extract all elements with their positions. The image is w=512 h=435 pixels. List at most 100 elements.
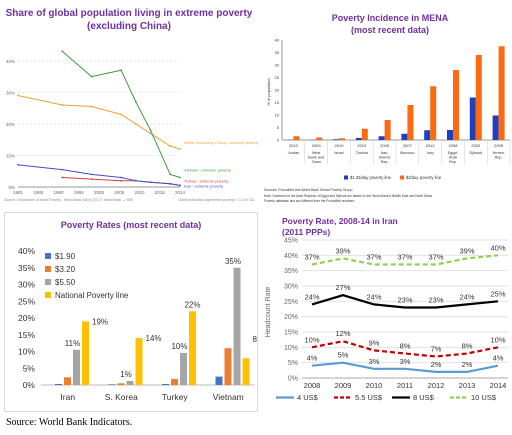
chart1-point bbox=[149, 129, 152, 132]
chart-mena-poverty-incidence: Poverty Incidence in MENA (most recent da… bbox=[262, 0, 512, 210]
chart4-data-label: 4% bbox=[307, 354, 318, 363]
chart3-legend-label: $3.20 bbox=[55, 265, 76, 274]
chart3-bar bbox=[64, 377, 71, 385]
chart2-category-name: West bbox=[312, 151, 322, 155]
chart4-xtick: 2014 bbox=[490, 381, 507, 390]
chart4-data-label: 37% bbox=[428, 253, 443, 262]
chart2-bar bbox=[447, 130, 453, 140]
chart2-note-line1: Note: Numbers for the Arab Republic of E… bbox=[264, 194, 432, 198]
source-note: Source: World Bank Indicators. bbox=[6, 417, 133, 428]
chart4-ytick: 0% bbox=[288, 376, 298, 383]
chart4-data-label: 8% bbox=[400, 341, 411, 350]
chart2-category-name: Bank and bbox=[308, 156, 324, 160]
chart3-ytick: 10% bbox=[18, 347, 35, 357]
chart1-point bbox=[120, 179, 122, 182]
chart3-legend-swatch bbox=[45, 253, 51, 259]
chart2-ytick: 25 bbox=[275, 75, 280, 80]
chart3-bar bbox=[233, 267, 241, 385]
chart1-point bbox=[61, 168, 64, 171]
chart4-data-label: 37% bbox=[366, 253, 381, 262]
chart2-category-year: 2005 bbox=[380, 143, 390, 148]
chart1-credit: OurWorldInData.org/extreme-poverty/ • CC… bbox=[179, 198, 255, 202]
chart1-ytick: 10% bbox=[6, 153, 15, 158]
chart1-series-line bbox=[17, 95, 181, 150]
chart2-legend-label: $1.25/day poverty line bbox=[350, 175, 392, 180]
chart2-bar bbox=[384, 120, 391, 140]
chart1-series-line bbox=[17, 164, 181, 186]
chart2-ytick: 10 bbox=[275, 113, 280, 118]
chart4-data-label: 10% bbox=[490, 335, 505, 344]
chart3-legend-label: National Poverty line bbox=[55, 291, 129, 300]
chart2-category-name: Israel bbox=[334, 151, 343, 155]
chart1-series-label: Vietnam - extreme poverty bbox=[184, 168, 231, 173]
chart2-bar bbox=[498, 46, 505, 140]
chart1-point bbox=[149, 181, 152, 184]
chart1-point bbox=[61, 50, 64, 53]
chart1-point bbox=[149, 132, 152, 135]
chart2-subtitle: (most recent data) bbox=[351, 25, 429, 35]
chart2-category-name: Gaza bbox=[312, 160, 322, 164]
chart4-data-label: 5% bbox=[338, 351, 349, 360]
chart4-data-label: 10% bbox=[304, 335, 319, 344]
chart2-category-name: Yemen, bbox=[492, 151, 505, 155]
chart2-bar bbox=[453, 70, 459, 140]
chart1-ytick: 20% bbox=[6, 122, 15, 127]
chart2-ytick: 35 bbox=[275, 50, 280, 55]
chart4-ytick: 25% bbox=[284, 299, 298, 306]
chart2-category-year: 2012 bbox=[426, 143, 436, 148]
chart4-data-label: 9% bbox=[369, 338, 380, 347]
chart1-xtick: 2010 bbox=[134, 190, 145, 195]
chart4-xtick: 2010 bbox=[366, 381, 383, 390]
chart4-xtick: 2009 bbox=[335, 381, 352, 390]
chart4-subtitle: (2011 PPPs) bbox=[282, 227, 330, 237]
chart4-ytick: 5% bbox=[288, 360, 298, 367]
chart3-legend-label: $5.50 bbox=[55, 278, 76, 287]
chart2-bar bbox=[355, 138, 362, 140]
chart2-bar bbox=[424, 130, 431, 140]
chart1-point bbox=[90, 75, 93, 78]
chart4-title: Poverty Rate, 2008-14 in Iran bbox=[282, 216, 398, 226]
chart2-legend-swatch bbox=[400, 175, 404, 180]
chart3-data-label: 8% bbox=[253, 335, 258, 344]
chart1-xtick: 1981 bbox=[13, 190, 24, 195]
chart3-data-label: 35% bbox=[225, 257, 241, 266]
chart3-ytick: 35% bbox=[18, 263, 35, 273]
chart2-title: Poverty Incidence in MENA bbox=[332, 13, 449, 23]
chart3-bar bbox=[242, 358, 250, 385]
chart1-xtick: 1990 bbox=[53, 190, 64, 195]
chart2-category-name: Rep. bbox=[449, 160, 457, 164]
chart1-point bbox=[90, 105, 93, 108]
chart3-data-label: 10% bbox=[171, 342, 187, 351]
chart3-title: Poverty Rates (most recent data) bbox=[61, 220, 202, 230]
chart2-bar bbox=[378, 136, 385, 140]
chart2-ytick: 30 bbox=[275, 63, 280, 68]
chart2-ytick: 20 bbox=[275, 88, 280, 93]
chart2-ylabel: % of population bbox=[266, 78, 271, 106]
chart2-bar bbox=[407, 105, 414, 140]
chart3-data-label: 11% bbox=[65, 339, 80, 348]
chart1-ytick: 0% bbox=[8, 185, 15, 190]
chart2-category-year: 2010 bbox=[357, 143, 367, 148]
chart4-legend-label: 8 US$ bbox=[413, 393, 435, 402]
chart3-data-label: 14% bbox=[146, 334, 162, 343]
chart4-ytick: 20% bbox=[284, 314, 298, 321]
chart2-category-year: 2009 bbox=[312, 143, 322, 148]
chart-global-extreme-poverty: Share of global population living in ext… bbox=[0, 0, 258, 210]
chart2-category-name: Jordan bbox=[288, 151, 300, 155]
chart4-data-label: 37% bbox=[304, 253, 319, 262]
chart2-category-year: 2002 bbox=[471, 143, 481, 148]
chart3-bar bbox=[180, 352, 187, 385]
chart1-point bbox=[120, 113, 122, 116]
chart4-xtick: 2008 bbox=[304, 381, 321, 390]
chart4-data-label: 3% bbox=[400, 357, 411, 366]
chart4-data-label: 39% bbox=[335, 246, 350, 255]
chart3-legend-swatch bbox=[45, 279, 51, 285]
chart3-bar bbox=[171, 378, 178, 385]
chart3-ytick: 40% bbox=[18, 246, 35, 256]
chart4-series-line bbox=[311, 294, 499, 309]
chart4-data-label: 4% bbox=[493, 354, 504, 363]
chart1-source: Source: China share of World Poverty - W… bbox=[4, 198, 133, 202]
chart3-legend-swatch bbox=[45, 292, 51, 298]
chart3-bar bbox=[224, 348, 232, 385]
chart2-category-year: 2008 bbox=[449, 143, 459, 148]
